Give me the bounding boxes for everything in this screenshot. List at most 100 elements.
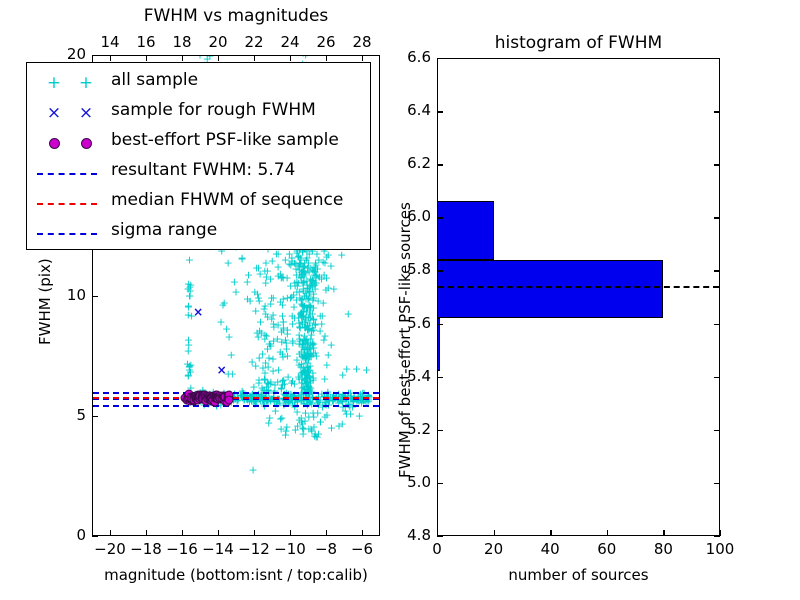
scatter-point-all: + [304,265,314,279]
scatter-point-all: + [296,376,307,390]
scatter-point-all: + [289,256,300,270]
scatter-point-all: + [337,390,347,403]
scatter-point-all: + [247,387,258,401]
right-panel-title: histogram of FWHM [494,33,663,53]
scatter-point-all: + [309,337,319,351]
scatter-point-all: + [295,321,305,335]
scatter-point-all: + [302,347,312,361]
dashed-line-icon [37,203,97,205]
scatter-point-all: + [262,394,272,408]
scatter-point-all: + [264,416,274,430]
scatter-point-all: + [279,377,290,391]
scatter-point-all: + [232,389,243,403]
scatter-point-all: + [341,407,352,421]
scatter-point-all: + [309,313,319,327]
scatter-point-all: + [284,257,294,271]
scatter-point-all: + [300,321,310,335]
scatter-point-all: + [308,280,318,293]
scatter-point-all: + [275,267,285,281]
scatter-point-all: + [301,56,310,61]
scatter-point-all: + [304,369,314,383]
left-panel-title: FWHM vs magnitudes [143,6,329,26]
scatter-point-all: + [281,394,291,408]
scatter-point-all: + [304,284,315,298]
scatter-point-all: + [310,429,320,443]
scatter-point-all: + [266,394,276,408]
scatter-point-all: + [315,324,325,338]
scatter-point-all: + [307,385,317,399]
scatter-point-all: + [298,267,308,281]
scatter-point-all: + [253,330,263,344]
scatter-point-all: + [264,337,274,351]
scatter-point-all: + [307,424,317,438]
xaxis-tick-label: −14 [202,540,234,558]
scatter-point-all: + [303,390,313,404]
scatter-point-all: + [340,404,350,418]
scatter-point-all: + [305,299,316,313]
scatter-point-all: + [266,377,276,390]
cross-icon: × [46,103,62,123]
scatter-point-all: + [262,376,272,390]
scatter-point-all: + [301,377,311,391]
legend-entry-label: sample for rough FWHM [111,100,316,120]
scatter-point-all: + [313,390,323,404]
scatter-point-all: + [252,326,262,340]
scatter-point-all: + [219,296,229,310]
scatter-point-all: + [278,298,288,312]
scatter-point-all: + [305,338,316,352]
scatter-point-all: + [261,270,272,284]
legend-entry: sigma range [27,218,370,249]
yaxis-tick-label: 6.4 [407,101,431,120]
scatter-point-all: + [351,362,362,376]
scatter-point-all: + [307,274,317,288]
scatter-point-all: + [304,410,314,424]
scatter-point-all: + [186,358,196,372]
scatter-point-all: + [299,270,309,284]
scatter-point-all: + [304,350,314,364]
scatter-point-all: + [303,375,313,389]
scatter-point-all: + [343,389,353,403]
scatter-point-all: + [275,345,285,359]
scatter-point-all: + [303,292,313,306]
scatter-point-all: + [267,312,277,326]
scatter-point-all: + [345,407,356,421]
scatter-point-all: + [185,280,195,294]
scatter-point-all: + [183,368,193,382]
scatter-point-all: + [299,345,310,359]
scatter-point-all: + [324,394,334,408]
scatter-point-all: + [302,318,313,332]
scatter-point-all: + [278,321,289,335]
scatter-point-all: + [253,261,264,275]
scatter-point-all: + [314,270,324,284]
scatter-point-all: + [287,290,297,304]
scatter-point-all: + [248,463,258,477]
scatter-point-all: + [299,397,309,411]
scatter-point-all: + [345,400,355,414]
scatter-point-all: + [317,317,327,331]
scatter-point-all: + [262,329,272,343]
scatter-point-all: + [299,56,308,59]
scatter-point-all: + [310,265,320,279]
scatter-point-all: + [299,364,309,378]
xaxis-tick-label: 20 [484,540,504,558]
scatter-point-all: + [299,342,309,356]
scatter-point-all: + [296,271,306,285]
tickmark [714,536,720,538]
scatter-point-all: + [302,274,312,288]
scatter-point-all: + [299,394,309,408]
scatter-point-psf [224,395,234,405]
scatter-point-all: + [322,408,332,422]
scatter-point-all: + [281,424,291,438]
scatter-point-all: + [295,263,305,277]
plus-icon: + [78,73,94,93]
xaxis-tick-label: −12 [238,540,270,558]
scatter-point-rough: × [216,363,227,378]
scatter-point-all: + [276,382,286,396]
scatter-point-all: + [268,334,279,348]
scatter-point-all: + [357,390,367,404]
scatter-point-all: + [304,261,314,275]
scatter-point-all: + [300,382,310,396]
scatter-point-all: + [277,374,288,388]
xaxis-tick-label: −10 [274,540,306,558]
scatter-point-all: + [266,375,276,389]
